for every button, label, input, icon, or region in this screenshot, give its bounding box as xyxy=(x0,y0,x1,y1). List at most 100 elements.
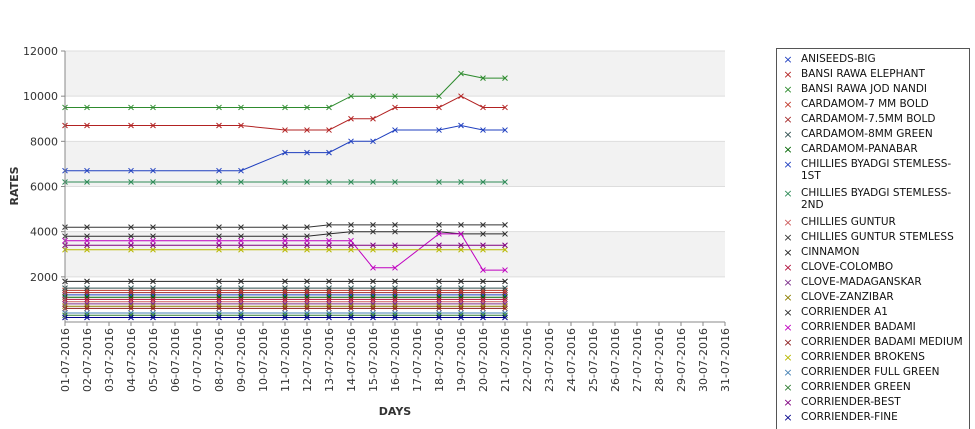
data-point xyxy=(502,294,508,301)
data-point xyxy=(348,228,354,235)
data-point xyxy=(216,310,222,316)
legend-marker: × xyxy=(783,351,793,364)
data-point xyxy=(84,287,90,294)
data-point xyxy=(348,301,354,307)
data-point xyxy=(458,289,464,296)
data-point xyxy=(502,278,508,285)
data-point xyxy=(128,104,134,111)
data-point xyxy=(216,224,222,231)
data-point xyxy=(348,305,354,312)
data-point xyxy=(128,179,134,185)
data-point xyxy=(502,301,508,307)
data-point xyxy=(216,122,222,129)
legend-item: × CORRIENDER-BEST xyxy=(779,396,967,409)
data-point xyxy=(84,179,90,185)
data-point xyxy=(216,179,222,185)
data-point xyxy=(84,314,90,321)
data-point xyxy=(326,242,332,249)
data-point xyxy=(128,167,134,174)
legend-label: CORRIENDER GREEN xyxy=(801,381,911,393)
data-point xyxy=(370,242,376,249)
data-point xyxy=(84,298,90,305)
series-line xyxy=(65,124,505,172)
series-22 xyxy=(62,314,508,321)
data-point xyxy=(326,310,332,316)
legend-label: CARDAMOM-PANABAR xyxy=(801,143,918,155)
data-point xyxy=(128,298,134,305)
data-point xyxy=(326,287,332,294)
y-tick-label: 12000 xyxy=(23,45,58,58)
x-tick-label: 15-07-2016 xyxy=(367,328,380,392)
data-point xyxy=(128,285,134,291)
data-point xyxy=(436,292,442,298)
x-tick-label: 06-07-2016 xyxy=(169,328,182,392)
data-point xyxy=(150,312,156,319)
data-point xyxy=(458,70,464,77)
data-point xyxy=(238,294,244,301)
data-point xyxy=(238,233,244,240)
data-point xyxy=(282,246,288,253)
x-tick-label: 13-07-2016 xyxy=(323,328,336,392)
data-point xyxy=(282,301,288,307)
data-point xyxy=(480,246,486,253)
data-point xyxy=(436,303,442,310)
legend-marker: × xyxy=(783,68,793,81)
data-point xyxy=(216,296,222,303)
data-point xyxy=(84,296,90,303)
data-point xyxy=(304,296,310,303)
data-point xyxy=(458,312,464,319)
data-point xyxy=(348,179,354,185)
series-17 xyxy=(62,305,508,312)
legend-marker: × xyxy=(783,187,793,200)
data-point xyxy=(436,305,442,312)
data-point xyxy=(238,278,244,285)
data-point xyxy=(304,303,310,310)
data-point xyxy=(128,289,134,296)
legend-item: × ANISEEDS-BIG xyxy=(779,53,967,66)
data-point xyxy=(216,301,222,307)
legend-label: BANSI RAWA JOD NANDI xyxy=(801,83,928,95)
data-point xyxy=(84,310,90,316)
data-point xyxy=(502,292,508,298)
data-point xyxy=(282,303,288,310)
data-point xyxy=(150,287,156,294)
data-point xyxy=(370,296,376,303)
data-point xyxy=(238,179,244,185)
data-point xyxy=(392,294,398,301)
data-point xyxy=(348,138,354,145)
data-point xyxy=(348,278,354,285)
data-point xyxy=(216,246,222,253)
data-point xyxy=(502,285,508,291)
data-point xyxy=(436,228,442,235)
data-point xyxy=(392,179,398,185)
series-3 xyxy=(62,287,508,294)
legend-marker: × xyxy=(783,381,793,394)
data-point xyxy=(216,305,222,312)
x-tick-label: 04-07-2016 xyxy=(125,328,138,392)
y-tick-label: 6000 xyxy=(30,181,58,194)
data-point xyxy=(238,246,244,253)
legend-marker: × xyxy=(783,113,793,126)
series-line xyxy=(65,233,505,271)
data-point xyxy=(326,298,332,305)
data-point xyxy=(128,312,134,319)
legend-item: × CHILLIES BYADGI STEMLESS-1ST xyxy=(779,158,967,182)
legend-item: × BANSI RAWA JOD NANDI xyxy=(779,83,967,96)
data-point xyxy=(458,122,464,129)
data-point xyxy=(502,310,508,316)
legend-label: CORRIENDER BROKENS xyxy=(801,351,925,363)
data-point xyxy=(458,292,464,298)
data-point xyxy=(128,296,134,303)
data-point xyxy=(458,222,464,228)
data-point xyxy=(392,246,398,253)
data-point xyxy=(304,104,310,111)
data-point xyxy=(150,224,156,231)
plot-band xyxy=(65,51,725,97)
data-point xyxy=(238,310,244,316)
x-tick-label: 01-07-2016 xyxy=(59,328,72,392)
data-point xyxy=(480,127,486,133)
data-point xyxy=(458,287,464,294)
x-tick-label: 05-07-2016 xyxy=(147,328,160,392)
data-point xyxy=(84,237,90,244)
data-point xyxy=(282,292,288,298)
